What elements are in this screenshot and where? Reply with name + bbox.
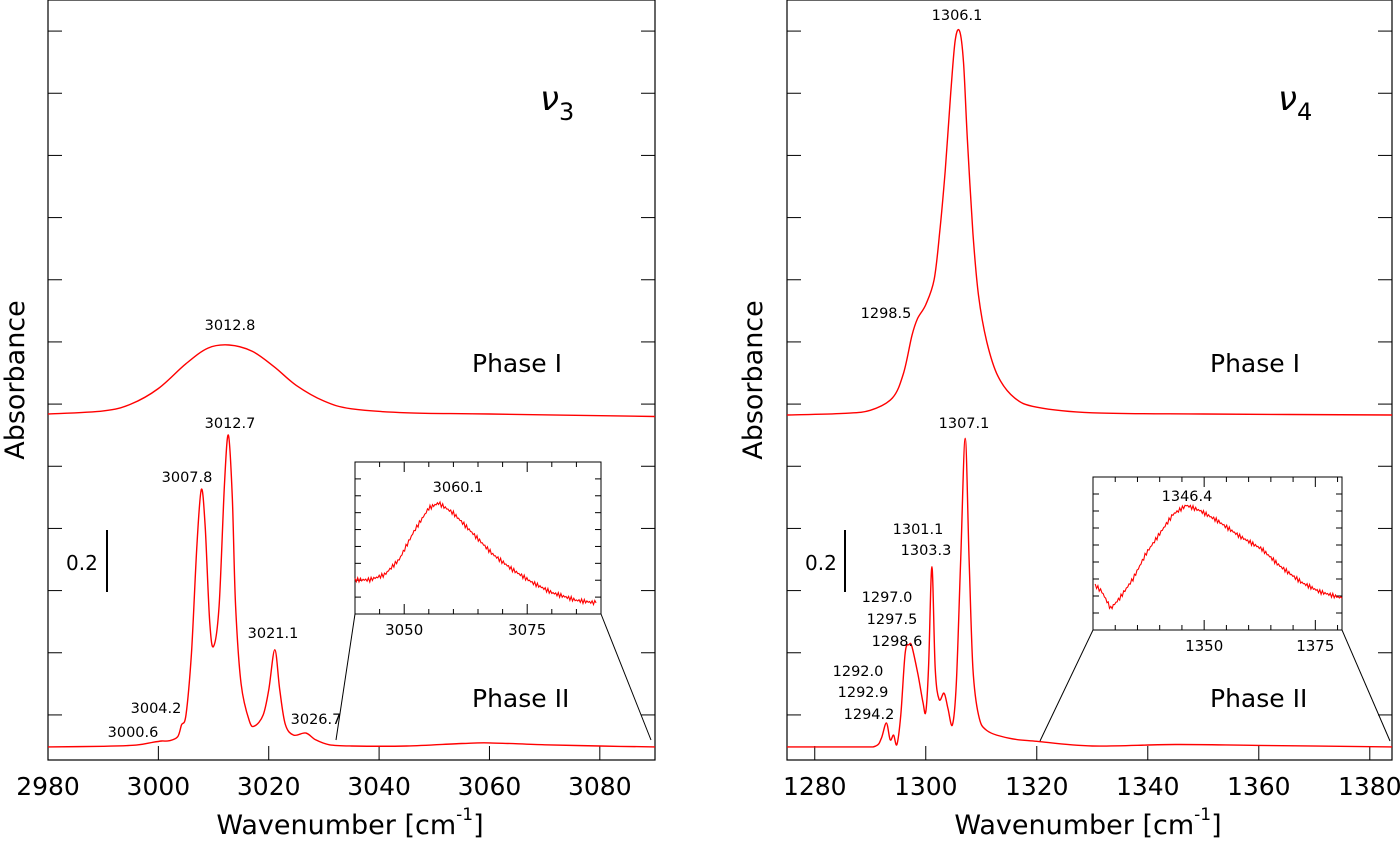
right-y-axis-title: Absorbance	[738, 300, 769, 460]
peak-label: 1301.1	[893, 522, 944, 538]
right-plot-frame	[786, 0, 1393, 761]
left-inset-curve	[354, 500, 597, 607]
left-phase-ii-label: Phase II	[472, 684, 569, 713]
right-x-axis-title: Wavenumber [cm-1]	[954, 805, 1221, 841]
x-tick-label: 3080	[568, 772, 632, 801]
x-tick-label: 1340	[1116, 772, 1180, 801]
x-tick-label: 1360	[1227, 772, 1291, 801]
right-mode-label: ν4	[1278, 79, 1312, 126]
x-tick-label: 1280	[783, 772, 847, 801]
peak-label: 3004.2	[131, 701, 182, 717]
x-tick-label: 3000	[127, 772, 191, 801]
x-tick-label: 1380	[1338, 772, 1400, 801]
spectrum-phase-ii	[47, 434, 656, 748]
inset-connector-line	[335, 613, 356, 741]
left-mode-label: ν3	[540, 79, 574, 126]
right-inset-curve	[1094, 503, 1343, 610]
peak-label: 1294.2	[844, 707, 895, 723]
inset-x-tick-label: 1350	[1185, 637, 1223, 655]
left-inset-ticks: 3050 3075	[354, 462, 602, 639]
left-x-axis-title: Wavenumber [cm-1]	[216, 805, 483, 841]
x-tick-label: 3060	[458, 772, 522, 801]
peak-label: 1306.1	[932, 8, 983, 24]
left-y-axis-title: Absorbance	[0, 300, 31, 460]
right-y-ticks	[787, 30, 1392, 716]
peak-label: 1297.0	[862, 590, 913, 606]
left-x-ticks: 2980 3000 3020 3040 3060 3080	[16, 746, 632, 801]
right-curves	[786, 28, 1393, 748]
right-phase-ii-label: Phase II	[1210, 684, 1307, 713]
right-phase-i-label: Phase I	[1210, 349, 1300, 378]
left-phase-i-label: Phase I	[472, 349, 562, 378]
peak-label: 1303.3	[901, 543, 952, 559]
peak-label: 1298.6	[872, 634, 923, 650]
x-tick-label: 3020	[237, 772, 301, 801]
peak-label: 1298.5	[861, 306, 912, 322]
peak-label: 3012.8	[205, 318, 256, 334]
right-x-ticks: 1280 1300 1320 1340 1360 1380	[783, 746, 1400, 801]
x-tick-label: 2980	[16, 772, 80, 801]
peak-label: 3021.1	[248, 626, 299, 642]
spectrum-phase-i	[47, 344, 656, 418]
spectrum-phase-ii	[786, 437, 1393, 748]
inset-x-tick-label: 3075	[508, 621, 546, 639]
left-plot-frame	[47, 0, 656, 761]
inset-spectrum	[354, 500, 597, 607]
inset-x-tick-label: 1375	[1296, 637, 1334, 655]
left-curves	[47, 344, 656, 748]
inset-x-tick-label: 3050	[385, 621, 423, 639]
inset-connector-line	[1341, 629, 1391, 742]
x-tick-label: 1300	[894, 772, 958, 801]
x-tick-label: 3040	[347, 772, 411, 801]
inset-connector-line	[600, 613, 652, 741]
inset-peak-label: 1346.4	[1162, 489, 1213, 505]
right-inset: 1350 1375 1346.4	[1039, 476, 1391, 742]
left-scale-bar-label: 0.2	[66, 551, 98, 575]
left-panel: 2980 3000 3020 3040 3060 3080 ν3 Phase I Phas…	[0, 0, 656, 841]
peak-label: 1307.1	[939, 416, 990, 432]
right-inset-frame	[1092, 476, 1343, 631]
peak-label: 3007.8	[162, 470, 213, 486]
x-tick-label: 1320	[1005, 772, 1069, 801]
right-scale-bar-label: 0.2	[805, 551, 837, 575]
inset-peak-label: 3060.1	[433, 480, 484, 496]
inset-connector-line	[1039, 629, 1094, 742]
left-y-ticks	[48, 30, 655, 716]
peak-label: 1297.5	[867, 612, 918, 628]
peak-label: 1292.0	[833, 664, 884, 680]
peak-label: 3012.7	[205, 416, 256, 432]
left-inset: 3050 3075 3060.1	[335, 461, 652, 741]
peak-label: 3000.6	[108, 725, 159, 741]
right-inset-ticks: 1350 1375	[1092, 477, 1342, 655]
peak-label: 1292.9	[838, 685, 889, 701]
spectrum-phase-i	[786, 28, 1393, 416]
peak-label: 3026.7	[291, 712, 342, 728]
inset-spectrum	[1094, 503, 1343, 610]
right-panel: 1280 1300 1320 1340 1360 1380 ν4 Phase I Phas…	[738, 0, 1400, 841]
